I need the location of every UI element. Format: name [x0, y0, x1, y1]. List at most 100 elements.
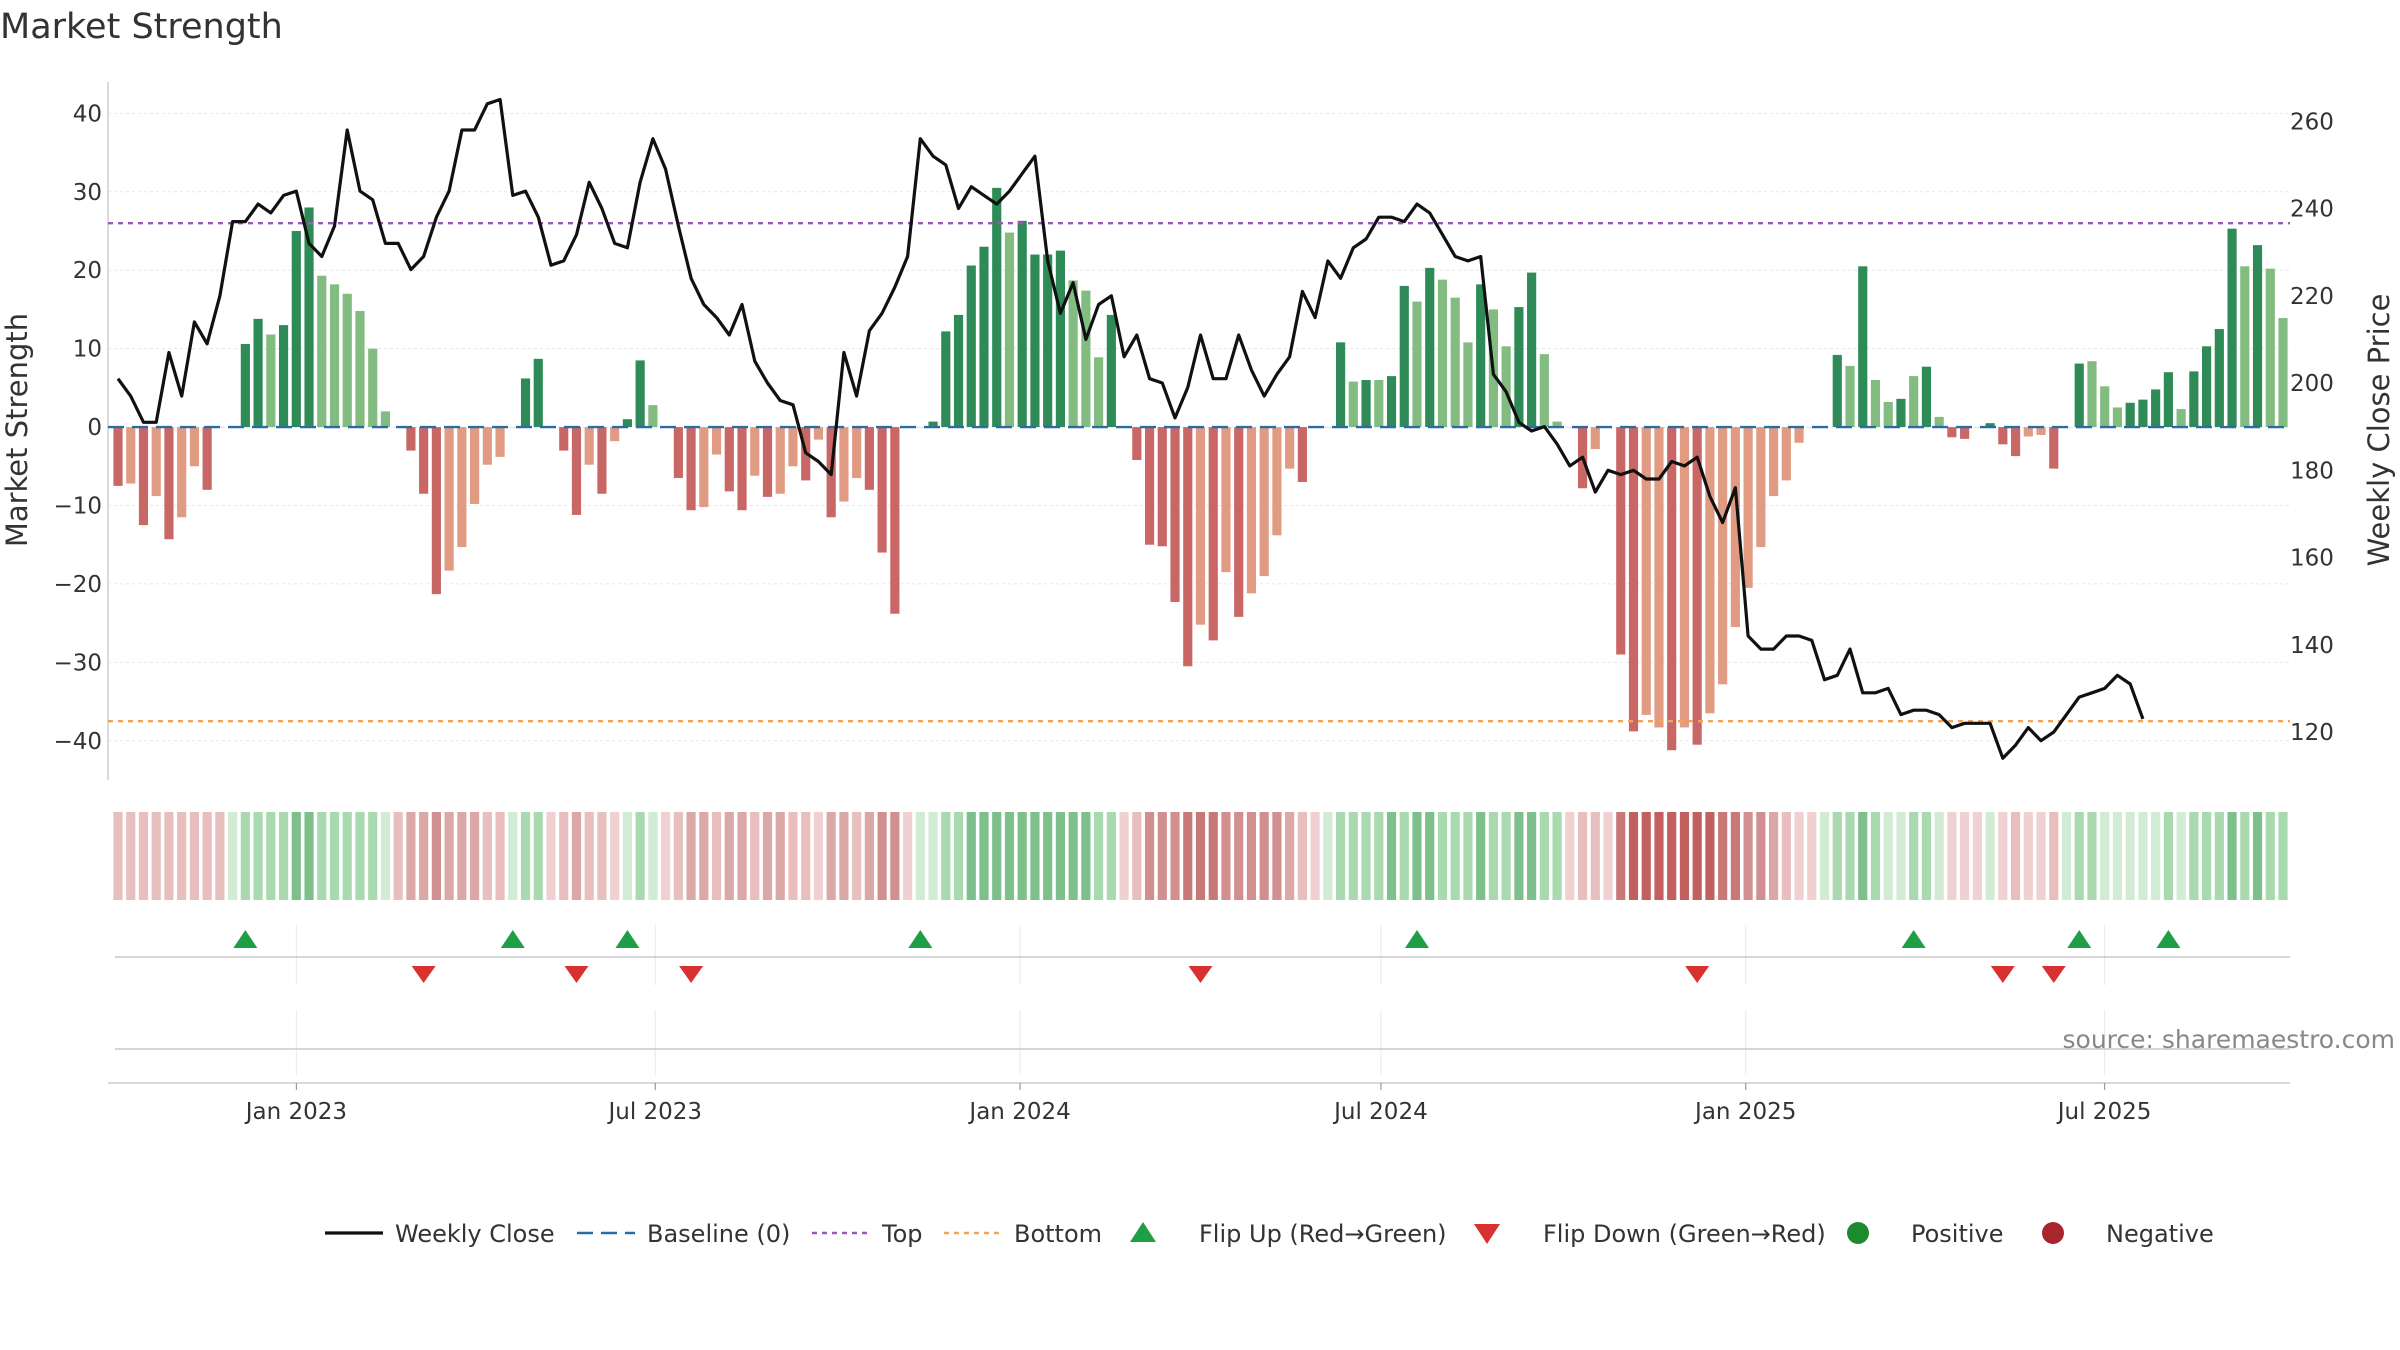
strength-bar	[1501, 346, 1511, 428]
heat-cell	[801, 812, 811, 900]
y-left-tick-label: −20	[53, 572, 102, 598]
heat-cell	[177, 812, 187, 900]
strength-bar	[1170, 427, 1180, 602]
strength-bar	[1297, 427, 1307, 482]
strength-bar	[622, 419, 632, 428]
flip-down-marker	[679, 966, 704, 983]
strength-bar	[368, 348, 378, 428]
heat-cell	[1259, 812, 1269, 900]
strength-bar	[444, 427, 454, 571]
strength-bar	[559, 427, 569, 451]
heat-cell	[1004, 812, 1015, 900]
heat-cell	[1386, 812, 1397, 900]
heat-cell	[775, 812, 785, 900]
heat-cell	[648, 812, 658, 900]
heat-cell	[1144, 812, 1155, 900]
strength-bar	[1590, 427, 1600, 450]
strength-bar	[941, 331, 951, 428]
strength-bar	[1947, 427, 1957, 438]
strength-bar	[1348, 381, 1358, 428]
strength-bar	[177, 427, 187, 518]
strength-bar	[1374, 380, 1384, 428]
heat-cell	[597, 812, 607, 900]
heat-cell	[546, 812, 556, 900]
strength-bar	[1437, 279, 1448, 428]
strength-bar	[1641, 427, 1651, 715]
heat-cell	[686, 812, 696, 900]
legend-swatch-flip-down	[1474, 1224, 1500, 1244]
x-tick-label: Jan 2023	[244, 1099, 347, 1125]
heat-cell	[559, 812, 569, 900]
y-left-tick-label: 20	[73, 258, 102, 284]
strength-bar	[164, 427, 174, 540]
heat-cell	[2023, 812, 2033, 900]
heat-cell	[138, 812, 149, 900]
heat-cell	[903, 812, 913, 900]
strength-bar	[1425, 267, 1435, 428]
strength-bar	[1272, 427, 1282, 536]
strength-bar	[1756, 427, 1766, 548]
flip-down-marker	[2041, 966, 2066, 983]
strength-bar	[1017, 220, 1027, 428]
heat-cell	[1679, 812, 1690, 900]
heat-cell	[202, 812, 212, 900]
heat-cell	[533, 812, 543, 900]
y-right-tick-label: 140	[2290, 633, 2334, 659]
strength-bar	[966, 265, 976, 428]
strength-bar	[151, 427, 161, 497]
heat-cell	[1947, 812, 1957, 900]
strength-bar	[635, 360, 645, 428]
flip-up-marker	[1901, 930, 1926, 948]
strength-bar	[1921, 366, 1931, 428]
strength-bar	[406, 427, 416, 451]
strength-bar	[852, 427, 862, 479]
strength-bar	[2278, 318, 2288, 428]
heat-cell	[1272, 812, 1282, 900]
heat-cell	[1183, 812, 1193, 900]
y-left-tick-label: 0	[87, 415, 102, 441]
heat-cell	[1195, 812, 1206, 900]
heat-cell	[240, 812, 250, 900]
heat-cell	[215, 812, 225, 900]
heat-cell	[941, 812, 951, 900]
legend-swatch-negative	[2042, 1222, 2064, 1244]
heat-cell	[2176, 812, 2186, 900]
flip-down-marker	[564, 966, 589, 983]
heat-cell	[1463, 812, 1473, 900]
strength-bar	[1552, 421, 1562, 428]
heat-cell	[2202, 812, 2212, 900]
y-left-tick-label: 10	[73, 337, 102, 363]
strength-bar	[813, 427, 824, 440]
y-right-tick-label: 200	[2290, 371, 2334, 397]
legend-item: Negative	[2042, 1220, 2214, 1248]
strength-bar	[2202, 346, 2212, 428]
heat-cell	[711, 812, 722, 900]
reference-lines	[108, 221, 2290, 723]
strength-bar	[355, 311, 365, 428]
heat-cell	[1323, 812, 1333, 900]
heat-cell	[1577, 812, 1588, 900]
heat-cell	[852, 812, 862, 900]
heat-cell	[317, 812, 327, 900]
heat-cell	[724, 812, 734, 900]
heat-cell	[291, 812, 301, 900]
heat-cell	[1705, 812, 1715, 900]
strength-bar	[1858, 266, 1868, 428]
strength-bar	[1195, 427, 1206, 625]
strength-bar	[750, 427, 760, 476]
heat-cell	[1476, 812, 1486, 900]
heat-cell	[877, 812, 887, 900]
heat-cell	[1539, 812, 1549, 900]
heat-cell	[1870, 812, 1881, 900]
heat-cell	[2240, 812, 2250, 900]
strength-bar	[1285, 427, 1295, 469]
heat-cell	[1310, 812, 1320, 900]
heat-cell	[1361, 812, 1371, 900]
heat-cell	[1437, 812, 1448, 900]
heat-cell	[406, 812, 416, 900]
legend-label: Baseline (0)	[647, 1220, 790, 1248]
heat-cell	[1794, 812, 1804, 900]
strength-bar	[979, 246, 989, 428]
heat-cell	[355, 812, 365, 900]
heat-cell	[1769, 812, 1779, 900]
